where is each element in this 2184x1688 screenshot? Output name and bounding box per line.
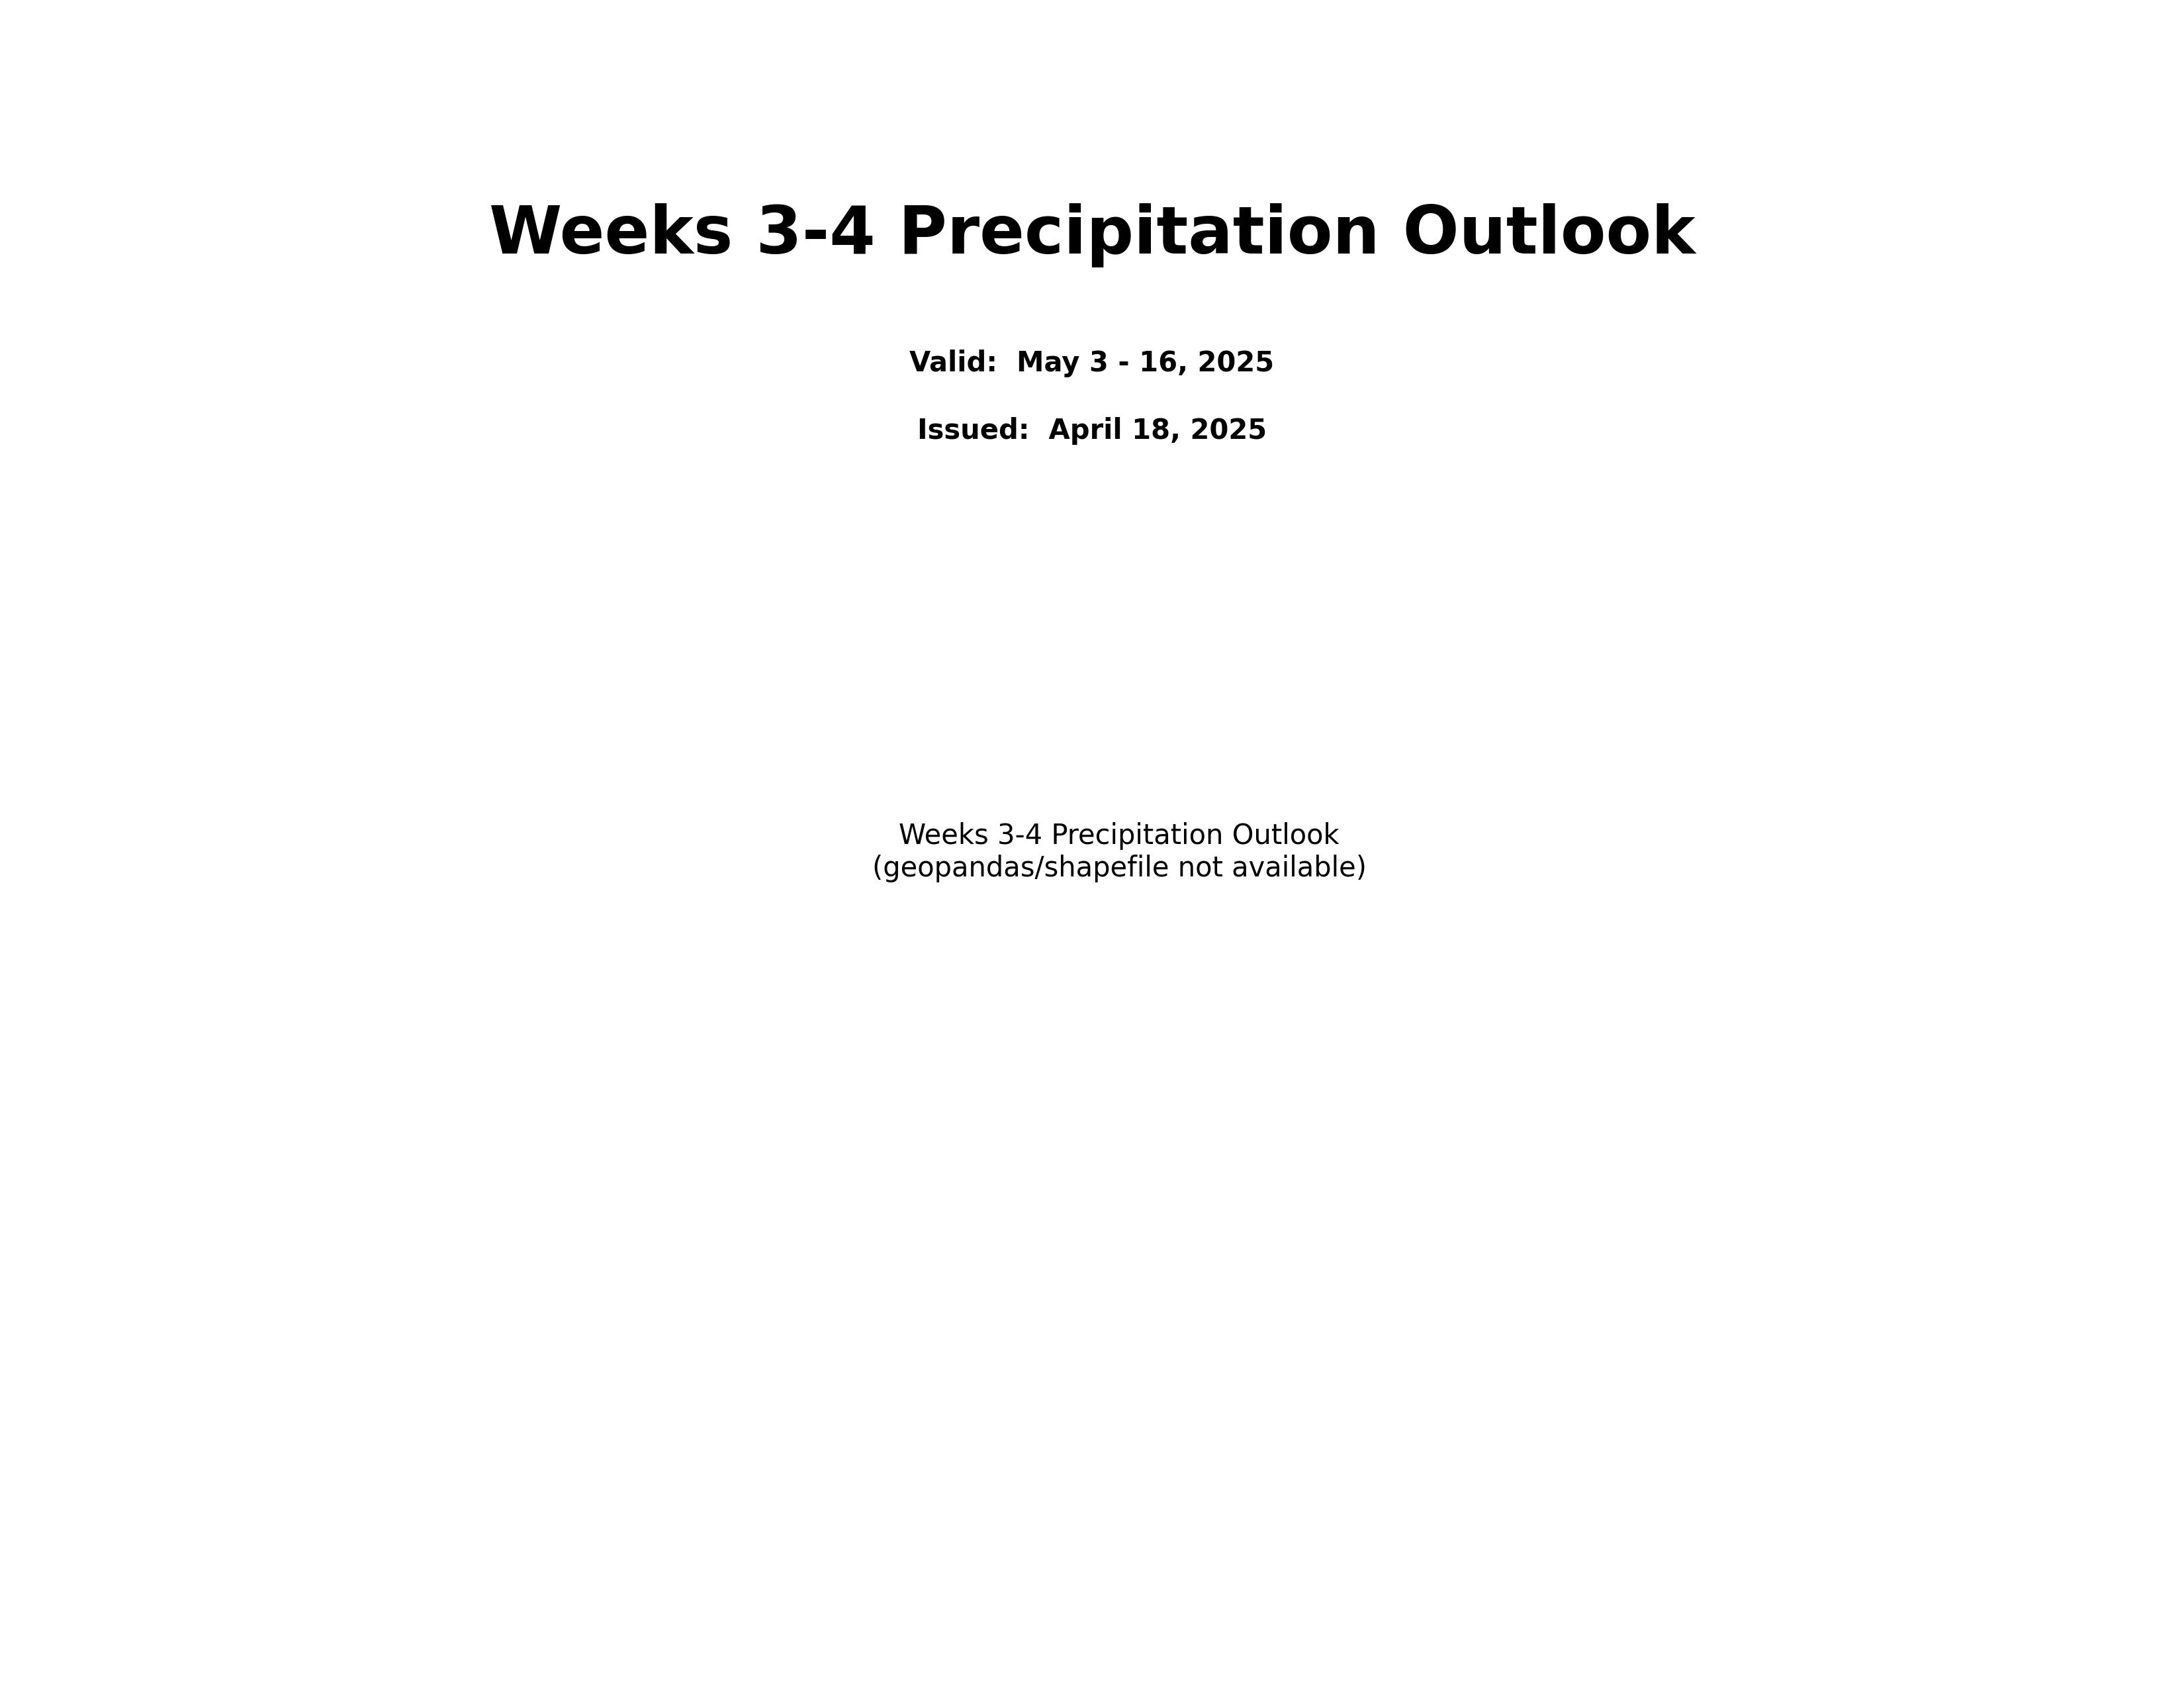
Text: Weeks 3-4 Precipitation Outlook
(geopandas/shapefile not available): Weeks 3-4 Precipitation Outlook (geopand…: [871, 822, 1367, 883]
Text: Issued:  April 18, 2025: Issued: April 18, 2025: [917, 417, 1267, 446]
Text: Valid:  May 3 - 16, 2025: Valid: May 3 - 16, 2025: [909, 349, 1275, 378]
Text: Weeks 3-4 Precipitation Outlook: Weeks 3-4 Precipitation Outlook: [489, 203, 1695, 267]
